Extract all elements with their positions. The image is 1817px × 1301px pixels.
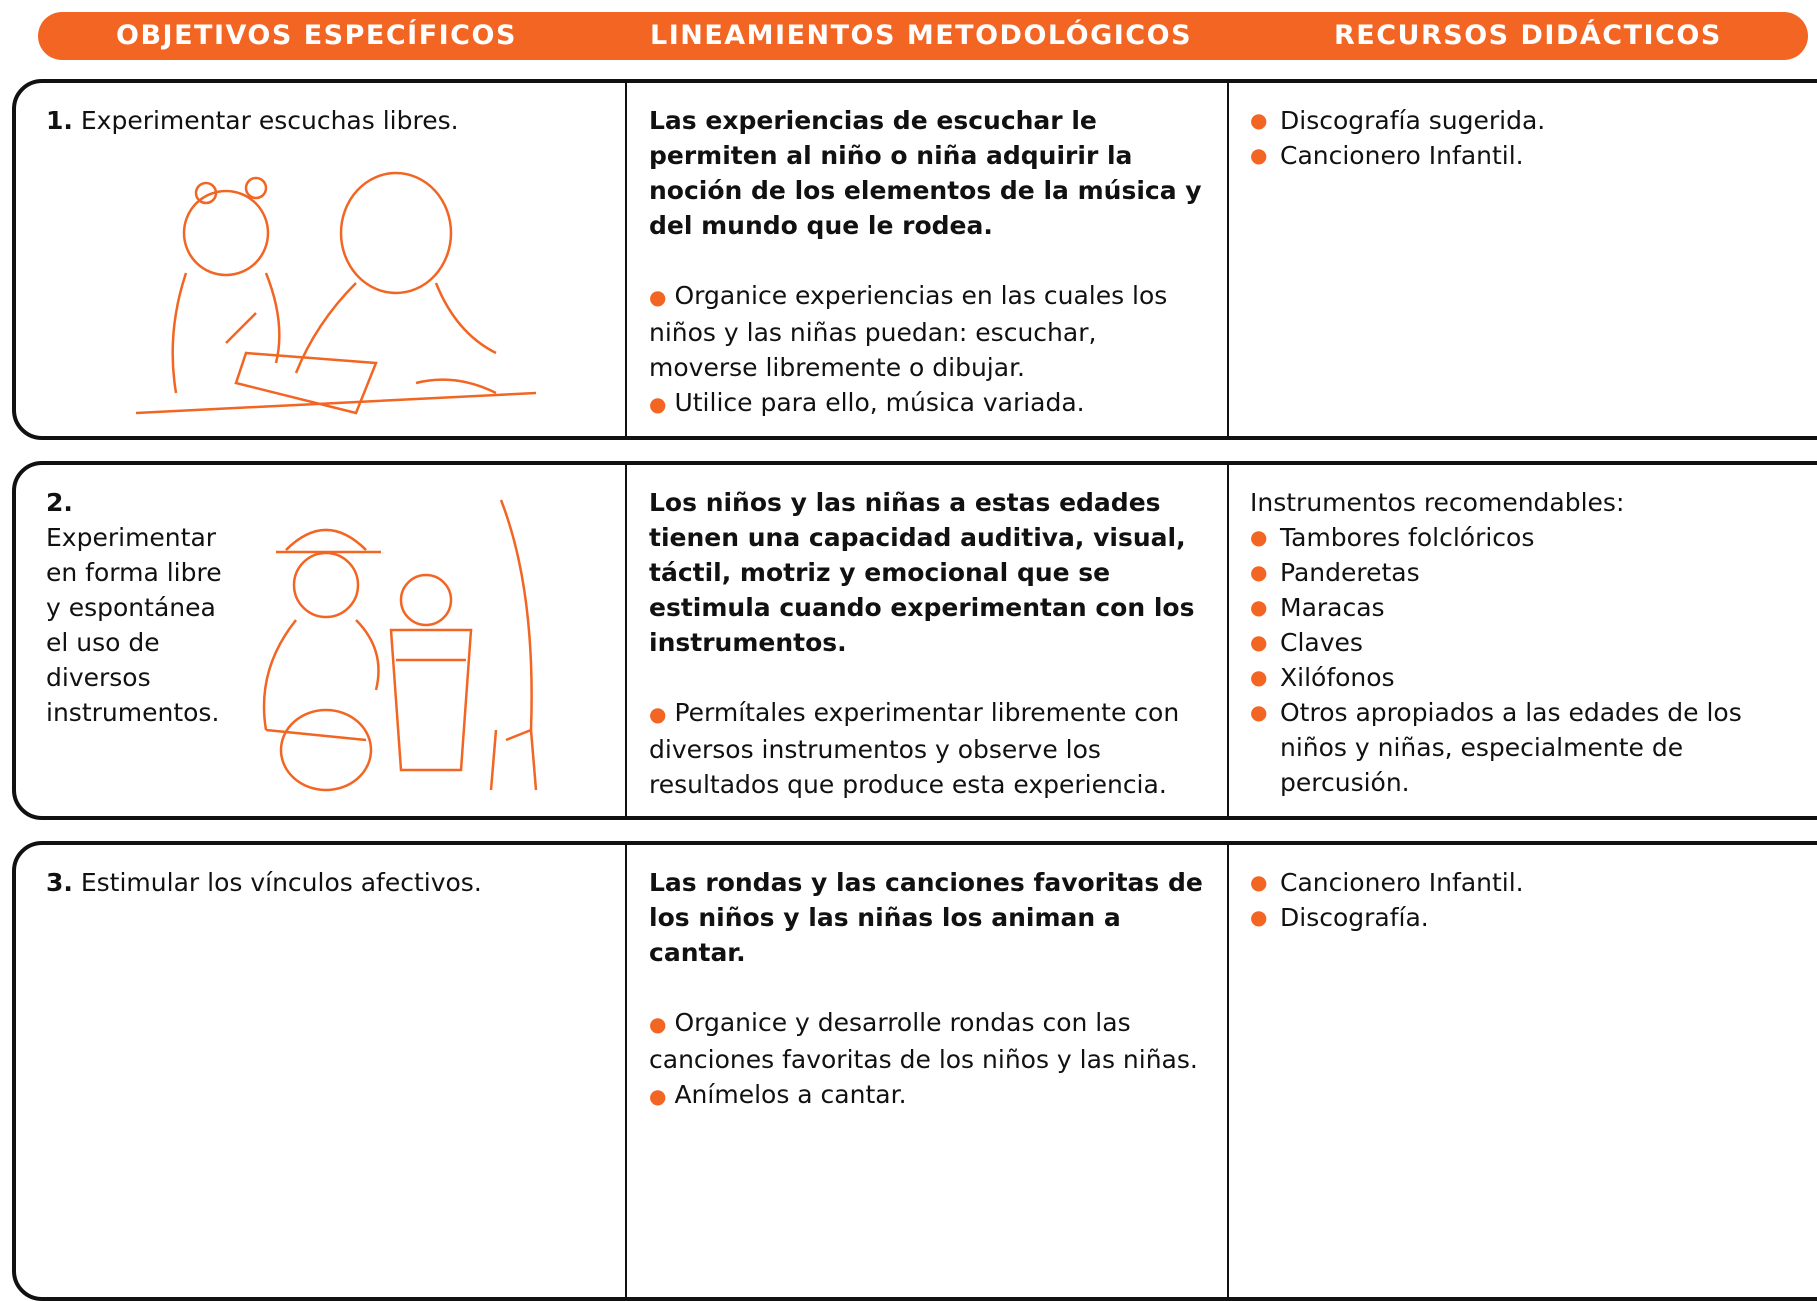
illustration <box>135 171 537 415</box>
objective-text: Estimular los vínculos afectivos. <box>80 868 482 897</box>
resource-item: Maracas <box>1250 590 1810 625</box>
guideline-item: Anímelos a cantar. <box>649 1077 1209 1114</box>
resources: Instrumentos recomendables: Tambores fol… <box>1250 485 1810 800</box>
resources: Cancionero Infantil.Discografía. <box>1250 865 1810 935</box>
guideline-lead: Los niños y las niñas a estas edades tie… <box>649 488 1195 657</box>
divider <box>625 83 627 436</box>
illustration <box>262 499 538 792</box>
row: 1. Experimentar escuchas libres. Las exp… <box>12 79 1817 440</box>
guideline: Las experiencias de escuchar le permiten… <box>649 103 1209 422</box>
guideline: Los niños y las niñas a estas edades tie… <box>649 485 1209 802</box>
guideline-lead: Las rondas y las canciones favoritas de … <box>649 868 1203 967</box>
resource-item: Xilófonos <box>1250 660 1810 695</box>
resources-intro: Instrumentos recomendables: <box>1250 488 1625 517</box>
resource-item: Cancionero Infantil. <box>1250 138 1810 173</box>
column-header: LINEAMIENTOS METODOLÓGICOS <box>650 20 1193 51</box>
objective: 1. Experimentar escuchas libres. <box>46 103 606 138</box>
resource-item: Cancionero Infantil. <box>1250 865 1810 900</box>
divider <box>625 465 627 816</box>
guideline-item: Permítales experimentar libremente con d… <box>649 695 1209 802</box>
header-bar: OBJETIVOS ESPECÍFICOS LINEAMIENTOS METOD… <box>38 12 1808 60</box>
resource-item: Claves <box>1250 625 1810 660</box>
number: 3. <box>46 868 73 897</box>
objective-text: Experimentar escuchas libres. <box>80 106 459 135</box>
resource-item: Otros apropiados a las edades de los niñ… <box>1250 695 1810 800</box>
guideline-lead: Las experiencias de escuchar le permiten… <box>649 106 1202 240</box>
column-header: OBJETIVOS ESPECÍFICOS <box>116 20 517 51</box>
divider <box>1227 845 1229 1297</box>
resource-item: Panderetas <box>1250 555 1810 590</box>
guideline: Las rondas y las canciones favoritas de … <box>649 865 1209 1114</box>
objective: 3. Estimular los vínculos afectivos. <box>46 865 606 900</box>
guideline-item: Organice y desarrolle rondas con las can… <box>649 1005 1209 1077</box>
number: 2. <box>46 488 73 517</box>
resource-item: Tambores folclóricos <box>1250 520 1810 555</box>
guideline-item: Utilice para ello, música variada. <box>649 385 1209 422</box>
resource-item: Discografía sugerida. <box>1250 103 1810 138</box>
number: 1. <box>46 106 73 135</box>
resources: Discografía sugerida.Cancionero Infantil… <box>1250 103 1810 173</box>
resource-item: Discografía. <box>1250 900 1810 935</box>
divider <box>625 845 627 1297</box>
row: 3. Estimular los vínculos afectivos. Las… <box>12 841 1817 1301</box>
row: 2. Experimentar en forma libre y espontán… <box>12 461 1817 820</box>
objective-text: Experimentar en forma libre y espontánea… <box>46 523 222 727</box>
guideline-item: Organice experiencias en las cuales los … <box>649 278 1209 385</box>
objective: 2. Experimentar en forma libre y espontán… <box>46 485 236 730</box>
column-header: RECURSOS DIDÁCTICOS <box>1334 20 1722 51</box>
page: OBJETIVOS ESPECÍFICOS LINEAMIENTOS METOD… <box>0 0 1817 1264</box>
divider <box>1227 465 1229 816</box>
divider <box>1227 83 1229 436</box>
